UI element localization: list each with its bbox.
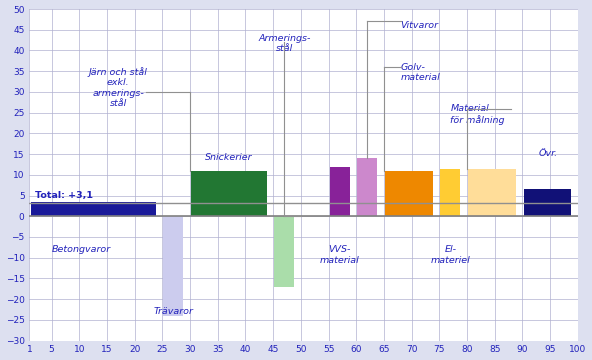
Text: Järn och stål
exkl.
armerings-
stål: Järn och stål exkl. armerings- stål xyxy=(89,67,147,108)
Text: Total: +3,1: Total: +3,1 xyxy=(35,191,93,200)
Bar xyxy=(191,171,266,216)
Text: Betongvaror: Betongvaror xyxy=(52,245,111,254)
Text: El-
materiel: El- materiel xyxy=(430,245,470,265)
Bar xyxy=(31,202,156,216)
Bar xyxy=(468,168,516,216)
Text: Snickerier: Snickerier xyxy=(205,153,253,162)
Text: Golv-
material: Golv- material xyxy=(401,63,440,82)
Text: Material
för målning: Material för målning xyxy=(451,104,505,125)
Bar xyxy=(274,216,294,287)
Bar xyxy=(358,158,377,216)
Bar xyxy=(385,171,433,216)
Bar xyxy=(523,189,571,216)
Bar xyxy=(163,216,184,316)
Bar xyxy=(440,168,461,216)
Text: Armerings-
stål: Armerings- stål xyxy=(258,34,310,53)
Text: VVS-
material: VVS- material xyxy=(320,245,359,265)
Text: Vitvaror: Vitvaror xyxy=(401,22,439,31)
Text: Övr.: Övr. xyxy=(539,149,558,158)
Text: Trävaror: Trävaror xyxy=(153,307,194,316)
Bar xyxy=(330,167,350,216)
